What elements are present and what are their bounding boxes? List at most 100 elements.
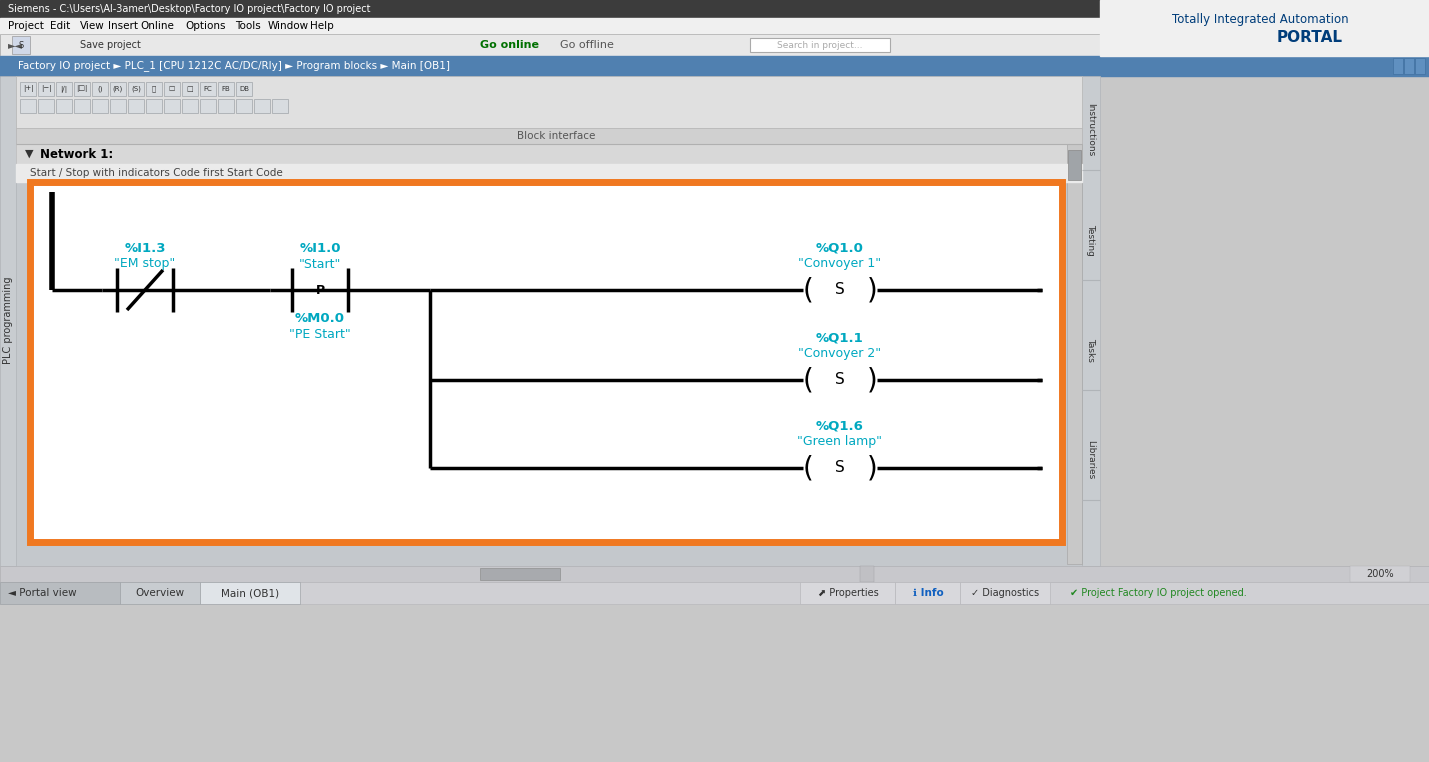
- Text: Tools: Tools: [234, 21, 260, 31]
- Bar: [16, 76, 1082, 566]
- Text: S: S: [835, 373, 845, 388]
- Text: ⌚: ⌚: [151, 85, 156, 92]
- Text: Network 1:: Network 1:: [40, 148, 113, 161]
- Text: %I1.0: %I1.0: [299, 242, 340, 255]
- Text: |−|: |−|: [40, 85, 51, 92]
- Text: |□|: |□|: [76, 85, 87, 92]
- Bar: [56, 99, 71, 113]
- Bar: [16, 164, 1082, 182]
- Bar: [20, 82, 36, 96]
- Text: PORTAL: PORTAL: [1286, 13, 1335, 23]
- Bar: [1067, 144, 1082, 564]
- Text: □: □: [1395, 4, 1403, 14]
- Bar: [16, 128, 1082, 144]
- Bar: [91, 99, 109, 113]
- Bar: [39, 99, 54, 113]
- Bar: [860, 566, 875, 582]
- Bar: [895, 582, 960, 604]
- Text: ): ): [866, 276, 877, 304]
- Text: "Start": "Start": [299, 258, 342, 271]
- Bar: [146, 99, 161, 113]
- Text: Totally Integrated Automation: Totally Integrated Automation: [1212, 6, 1378, 16]
- Text: PORTAL: PORTAL: [1275, 4, 1326, 17]
- Text: X: X: [1416, 4, 1422, 14]
- Text: "Green lamp": "Green lamp": [797, 436, 883, 449]
- Bar: [39, 82, 54, 96]
- Bar: [236, 82, 252, 96]
- Bar: [750, 38, 890, 52]
- Text: ►◄: ►◄: [9, 40, 23, 50]
- Text: Totally Integrated Automation: Totally Integrated Automation: [1172, 14, 1349, 27]
- Bar: [164, 82, 180, 96]
- Bar: [91, 82, 109, 96]
- Text: Insert: Insert: [109, 21, 139, 31]
- Bar: [200, 82, 216, 96]
- Text: ℹ Info: ℹ Info: [913, 588, 943, 598]
- Text: %M0.0: %M0.0: [294, 312, 344, 325]
- Bar: [181, 82, 199, 96]
- Text: Tasks: Tasks: [1086, 338, 1096, 362]
- Bar: [74, 82, 90, 96]
- Bar: [1350, 566, 1410, 582]
- Bar: [960, 582, 1050, 604]
- Text: "PE Start": "PE Start": [289, 328, 352, 341]
- Text: Help: Help: [310, 21, 334, 31]
- Bar: [272, 99, 289, 113]
- Bar: [0, 18, 1429, 34]
- Text: FC: FC: [203, 86, 213, 92]
- Bar: [11, 36, 30, 54]
- Text: S: S: [835, 460, 845, 475]
- Text: ✓ Diagnostics: ✓ Diagnostics: [970, 588, 1039, 598]
- Bar: [800, 582, 895, 604]
- Text: (R): (R): [113, 86, 123, 92]
- Text: S: S: [835, 283, 845, 297]
- Bar: [110, 99, 126, 113]
- Bar: [254, 99, 270, 113]
- Bar: [129, 99, 144, 113]
- Text: "Convoyer 2": "Convoyer 2": [799, 347, 882, 360]
- Text: %Q1.1: %Q1.1: [816, 331, 865, 344]
- Bar: [129, 82, 144, 96]
- Text: DB: DB: [239, 86, 249, 92]
- Bar: [0, 34, 1429, 56]
- Text: Overview: Overview: [136, 588, 184, 598]
- Bar: [0, 76, 16, 566]
- Text: ✔ Project Factory IO project opened.: ✔ Project Factory IO project opened.: [1070, 588, 1246, 598]
- Bar: [219, 82, 234, 96]
- Text: %Q1.6: %Q1.6: [816, 420, 865, 433]
- Bar: [1393, 58, 1403, 74]
- Text: View: View: [80, 21, 104, 31]
- Bar: [146, 82, 161, 96]
- Text: P: P: [316, 283, 324, 296]
- Text: Project: Project: [9, 21, 44, 31]
- Bar: [1415, 58, 1425, 74]
- Text: ⬈ Properties: ⬈ Properties: [817, 588, 879, 598]
- Bar: [1405, 58, 1415, 74]
- Text: 200%: 200%: [1366, 569, 1393, 579]
- Bar: [0, 582, 1429, 604]
- Bar: [30, 182, 1062, 542]
- Bar: [1067, 150, 1080, 180]
- Text: Online: Online: [140, 21, 174, 31]
- Text: Libraries: Libraries: [1086, 440, 1096, 479]
- Text: S: S: [19, 40, 24, 50]
- Bar: [1390, 1, 1408, 17]
- Bar: [120, 582, 200, 604]
- Text: Go offline: Go offline: [560, 40, 614, 50]
- Bar: [74, 99, 90, 113]
- Text: %Q1.0: %Q1.0: [816, 242, 865, 255]
- Text: PLC programming: PLC programming: [3, 277, 13, 363]
- Bar: [181, 99, 199, 113]
- Text: ▼: ▼: [24, 149, 33, 159]
- Text: PORTAL: PORTAL: [1278, 30, 1343, 46]
- Text: Start / Stop with indicators Code first Start Code: Start / Stop with indicators Code first …: [30, 168, 283, 178]
- Text: Siemens - C:\Users\Al-3amer\Desktop\Factory IO project\Factory IO project: Siemens - C:\Users\Al-3amer\Desktop\Fact…: [9, 4, 370, 14]
- Text: |+|: |+|: [23, 85, 33, 92]
- Bar: [16, 76, 1082, 128]
- Text: □: □: [187, 86, 193, 92]
- Text: (: (: [803, 366, 813, 394]
- Text: "EM stop": "EM stop": [114, 258, 176, 271]
- Text: (: (: [803, 454, 813, 482]
- Bar: [480, 568, 560, 580]
- Text: Instructions: Instructions: [1086, 104, 1096, 157]
